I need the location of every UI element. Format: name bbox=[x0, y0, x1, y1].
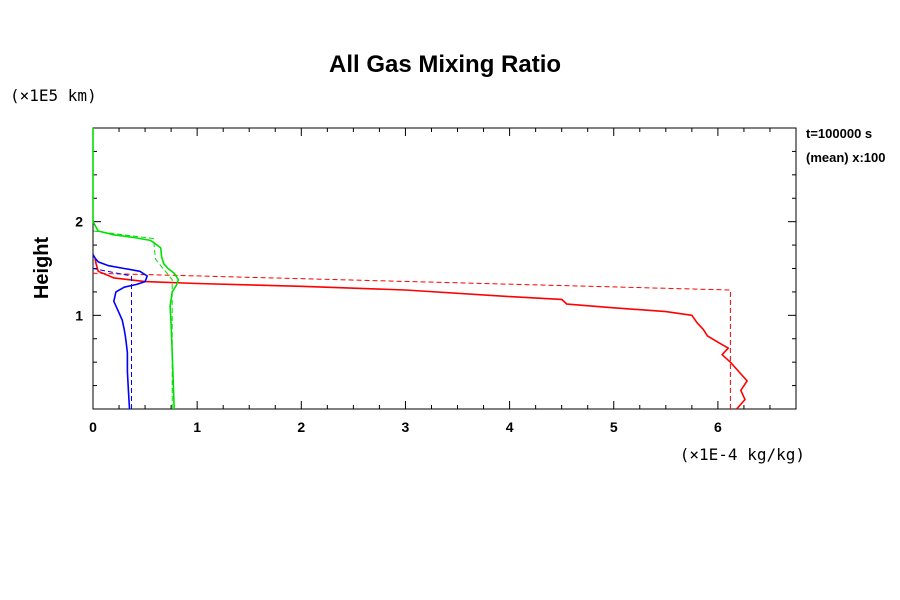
y-axis-label: Height bbox=[31, 237, 53, 300]
x-tick-label: 0 bbox=[89, 419, 97, 435]
x-tick-label: 3 bbox=[402, 419, 410, 435]
x-tick-label: 5 bbox=[610, 419, 618, 435]
series-line-1 bbox=[92, 272, 731, 409]
x-unit-label: (×1E-4 kg/kg) bbox=[680, 445, 805, 464]
y-tick-label: 1 bbox=[75, 307, 83, 323]
series-line-0 bbox=[94, 258, 748, 410]
x-tick-label: 2 bbox=[297, 419, 305, 435]
y-unit-label: (×1E5 km) bbox=[10, 86, 97, 105]
x-tick-label: 6 bbox=[714, 419, 722, 435]
x-axis-ticks: 0 1 2 3 4 5 6 bbox=[89, 128, 797, 435]
series-line-4 bbox=[92, 128, 180, 410]
y-tick-label: 2 bbox=[75, 214, 83, 230]
series-line-5 bbox=[92, 230, 173, 409]
series-line-3 bbox=[92, 268, 132, 409]
time-annotation: t=100000 s bbox=[806, 126, 872, 141]
chart-title: All Gas Mixing Ratio bbox=[329, 51, 561, 78]
series-line-2 bbox=[92, 254, 148, 410]
x-tick-label: 1 bbox=[193, 419, 201, 435]
y-axis-ticks: 12 bbox=[75, 127, 796, 410]
plot-frame bbox=[92, 127, 797, 410]
x-tick-label: 4 bbox=[506, 419, 514, 435]
mean-annotation: (mean) x:100 bbox=[806, 150, 885, 165]
series-group bbox=[92, 128, 748, 410]
